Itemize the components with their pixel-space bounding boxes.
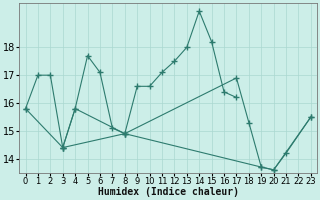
X-axis label: Humidex (Indice chaleur): Humidex (Indice chaleur) (98, 187, 239, 197)
